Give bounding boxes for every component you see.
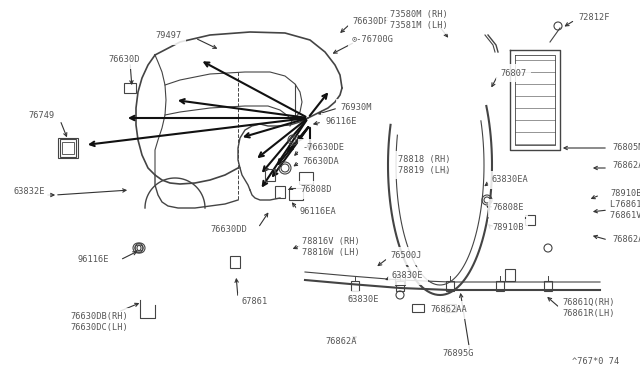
Text: 76500J: 76500J	[390, 251, 422, 260]
Text: 63830E: 63830E	[392, 272, 424, 280]
Text: 96116E: 96116E	[78, 256, 109, 264]
Bar	[60, 139, 76, 157]
Text: 76895G: 76895G	[442, 350, 474, 359]
Text: 78818 (RH)
78819 (LH): 78818 (RH) 78819 (LH)	[398, 155, 451, 175]
Bar	[299, 172, 313, 184]
Bar	[525, 215, 535, 225]
Text: 76862AB: 76862AB	[612, 235, 640, 244]
Text: 76630DA: 76630DA	[302, 157, 339, 167]
Text: 76808E: 76808E	[492, 203, 524, 212]
Text: -76630DE: -76630DE	[302, 144, 344, 153]
Text: 76630DD: 76630DD	[210, 225, 247, 234]
Text: 63832E: 63832E	[14, 187, 45, 196]
Text: 78910BA: 78910BA	[610, 189, 640, 198]
Text: 76930M: 76930M	[340, 103, 371, 112]
Text: 76630DF: 76630DF	[352, 17, 388, 26]
Text: 76808D: 76808D	[300, 186, 332, 195]
Text: 76807: 76807	[500, 68, 526, 77]
Bar	[124, 83, 136, 93]
Bar	[230, 256, 240, 268]
Bar	[446, 281, 454, 291]
Bar	[395, 275, 405, 285]
Bar	[496, 281, 504, 291]
Text: 76749: 76749	[28, 110, 54, 119]
Bar	[265, 169, 275, 181]
Bar	[444, 304, 456, 312]
Text: 96116EA: 96116EA	[300, 208, 337, 217]
Text: 76861Q(RH)
76861R(LH): 76861Q(RH) 76861R(LH)	[562, 298, 614, 318]
Bar	[58, 138, 78, 158]
Text: 76630D: 76630D	[108, 55, 140, 64]
Text: 73580M (RH)
73581M (LH): 73580M (RH) 73581M (LH)	[390, 10, 448, 30]
Text: ^767*0 74: ^767*0 74	[572, 357, 620, 366]
Bar	[412, 304, 424, 312]
Text: 67861: 67861	[242, 298, 268, 307]
Text: 76862AB: 76862AB	[612, 160, 640, 170]
Text: 96116E: 96116E	[325, 118, 356, 126]
Text: 72812F: 72812F	[578, 13, 609, 22]
Text: 76630DB(RH)
76630DC(LH): 76630DB(RH) 76630DC(LH)	[70, 312, 128, 332]
Bar	[544, 281, 552, 291]
Bar	[505, 269, 515, 281]
Text: 78816V (RH)
78816W (LH): 78816V (RH) 78816W (LH)	[302, 237, 360, 257]
Text: 63830EA: 63830EA	[492, 176, 529, 185]
Text: 76862A: 76862A	[325, 337, 356, 346]
Text: L76861U (RH)
76861V (LH): L76861U (RH) 76861V (LH)	[610, 200, 640, 220]
Bar	[289, 188, 303, 200]
Text: 63830E: 63830E	[348, 295, 380, 305]
Text: 76805M: 76805M	[612, 144, 640, 153]
Bar	[396, 281, 404, 291]
Text: ⊙-76700G: ⊙-76700G	[352, 35, 394, 45]
Bar	[351, 281, 359, 291]
Bar	[62, 142, 74, 154]
Text: 76862AA: 76862AA	[430, 305, 467, 314]
Bar	[275, 186, 285, 198]
Text: 79497: 79497	[155, 32, 181, 41]
Text: 78910B: 78910B	[492, 224, 524, 232]
